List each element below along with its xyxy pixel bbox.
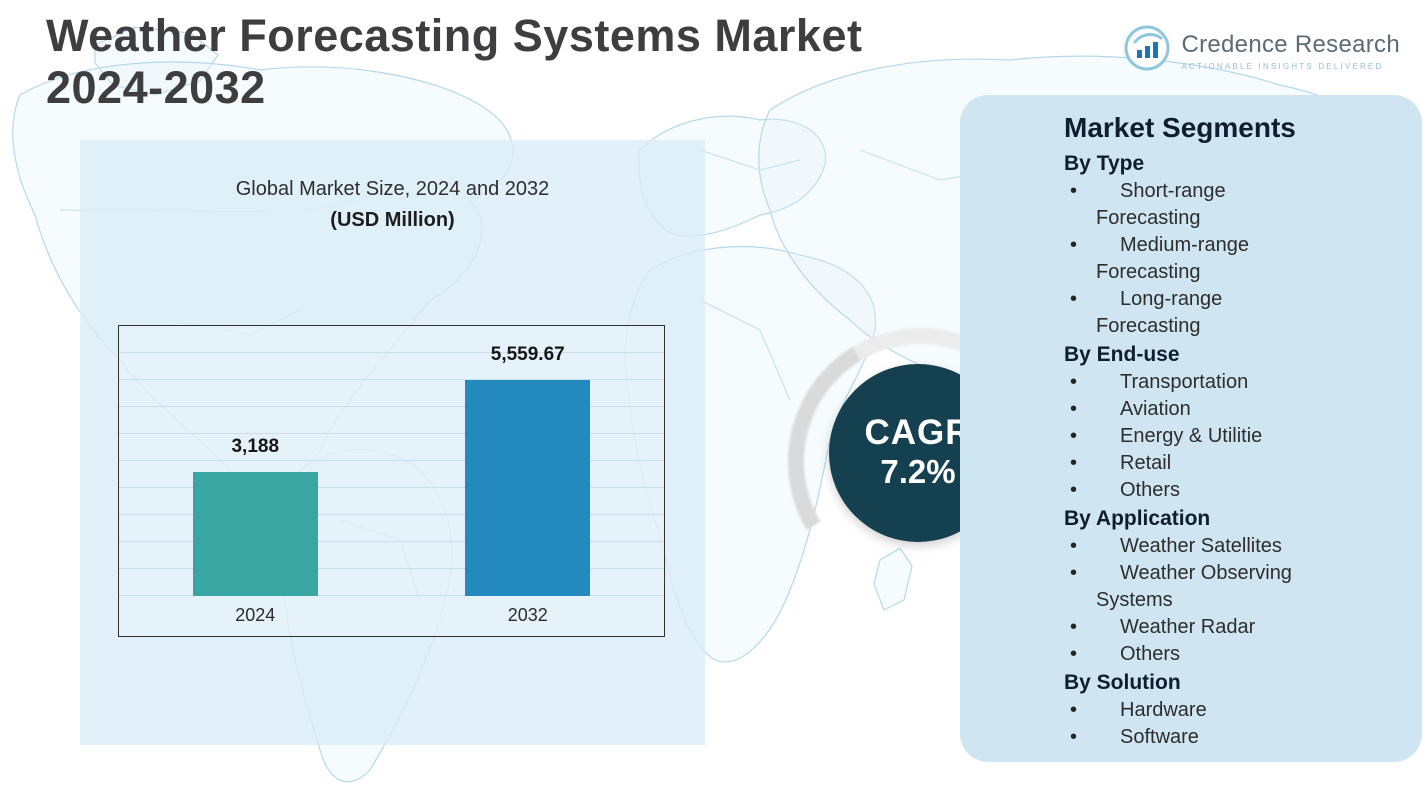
- bar-2032: [465, 380, 591, 596]
- cagr-value: 7.2%: [880, 453, 956, 491]
- page-title-line1: Weather Forecasting Systems Market: [46, 10, 863, 61]
- segment-item: • Weather Radar: [1064, 614, 1350, 641]
- segments-title: Market Segments: [1064, 112, 1296, 143]
- segment-item: • Software: [1064, 724, 1350, 751]
- segments-list: By Type • Short-range Forecasting • Medium-r…: [1064, 149, 1350, 751]
- segment-item-label: Short-range Forecasting: [1096, 180, 1226, 229]
- bullet-icon: •: [1070, 616, 1078, 638]
- segment-group-heading: By End-use: [1064, 343, 1180, 366]
- segment-item: • Short-range Forecasting: [1064, 178, 1350, 232]
- segment-item: • Others: [1064, 477, 1350, 504]
- bar-2024: [192, 472, 318, 596]
- bullet-icon: •: [1070, 643, 1078, 665]
- bar-group-2024: 3,188: [119, 326, 392, 596]
- bar-group-2032: 5,559.67: [392, 326, 665, 596]
- segment-item: • Weather Observing Systems: [1064, 560, 1350, 614]
- bullet-icon: •: [1070, 288, 1078, 310]
- bar-value-label-2024: 3,188: [231, 436, 280, 458]
- segment-item: • Transportation: [1064, 369, 1350, 396]
- bar-chart-logo-icon: [1123, 24, 1171, 77]
- bullet-icon: •: [1070, 562, 1078, 584]
- segment-item-label: Retail: [1120, 452, 1172, 474]
- segment-group-heading: By Application: [1064, 507, 1211, 530]
- segment-item-label: Software: [1120, 726, 1199, 748]
- x-axis: 2024 2032: [119, 596, 664, 636]
- segment-item-label: Hardware: [1120, 699, 1207, 721]
- segment-item-label: Medium-range Forecasting: [1096, 234, 1249, 283]
- bullet-icon: •: [1070, 452, 1078, 474]
- chart-plot-area: 3,188 5,559.67: [119, 326, 664, 596]
- bullet-icon: •: [1070, 398, 1078, 420]
- chart-title-block: Global Market Size, 2024 and 2032 (USD M…: [80, 178, 705, 232]
- segment-item: • Long-range Forecasting: [1064, 286, 1350, 340]
- bullet-icon: •: [1070, 234, 1078, 256]
- segment-item: • Medium-range Forecasting: [1064, 232, 1350, 286]
- page-title-line2: 2024-2032: [46, 62, 266, 114]
- segment-item: • Energy & Utilitie: [1064, 423, 1350, 450]
- segment-item: • Weather Satellites: [1064, 533, 1350, 560]
- segment-item: • Retail: [1064, 450, 1350, 477]
- page-title: Weather Forecasting Systems Market 2024-…: [46, 10, 862, 114]
- bullet-icon: •: [1070, 180, 1078, 202]
- logo-tagline: ACTIONABLE INSIGHTS DELIVERED: [1181, 61, 1384, 71]
- bullet-icon: •: [1070, 726, 1078, 748]
- x-axis-label-2032: 2032: [507, 605, 548, 625]
- logo-name: Credence Research: [1181, 30, 1400, 58]
- segment-item: • Others: [1064, 641, 1350, 668]
- segment-item-label: Weather Radar: [1120, 616, 1256, 638]
- segment-item-label: Weather Satellites: [1120, 535, 1282, 557]
- segment-item-label: Weather Observing Systems: [1096, 562, 1292, 611]
- x-axis-label-2024: 2024: [235, 605, 276, 625]
- brand-logo: Credence Research ACTIONABLE INSIGHTS DE…: [1123, 24, 1400, 77]
- bullet-icon: •: [1070, 535, 1078, 557]
- market-size-panel: Global Market Size, 2024 and 2032 (USD M…: [80, 140, 705, 745]
- segment-item-label: Others: [1120, 643, 1181, 665]
- segment-item-label: Transportation: [1120, 371, 1249, 393]
- chart-title: Global Market Size, 2024 and 2032: [235, 178, 550, 200]
- logo-text: Credence Research ACTIONABLE INSIGHTS DE…: [1181, 31, 1400, 71]
- chart-subtitle: (USD Million): [330, 209, 455, 231]
- bullet-icon: •: [1070, 699, 1078, 721]
- segment-item-label: Energy & Utilitie: [1120, 425, 1263, 447]
- segment-item-label: Others: [1120, 479, 1181, 501]
- bar-value-label-2032: 5,559.67: [490, 344, 565, 365]
- market-segments-panel: Market Segments By Type • Short-range Fore…: [960, 95, 1422, 762]
- cagr-label: CAGR: [864, 412, 972, 452]
- segment-item: • Aviation: [1064, 396, 1350, 423]
- segment-group-heading: By Solution: [1064, 671, 1181, 694]
- segment-item-label: Aviation: [1120, 398, 1191, 420]
- bullet-icon: •: [1070, 425, 1078, 447]
- bullet-icon: •: [1070, 371, 1078, 393]
- bar-chart: 3,188 5,559.67 2024 2032: [118, 325, 665, 637]
- segment-group-heading: By Type: [1064, 152, 1145, 175]
- segment-item: • Hardware: [1064, 697, 1350, 724]
- segment-item-label: Long-range Forecasting: [1096, 288, 1223, 337]
- bullet-icon: •: [1070, 479, 1078, 501]
